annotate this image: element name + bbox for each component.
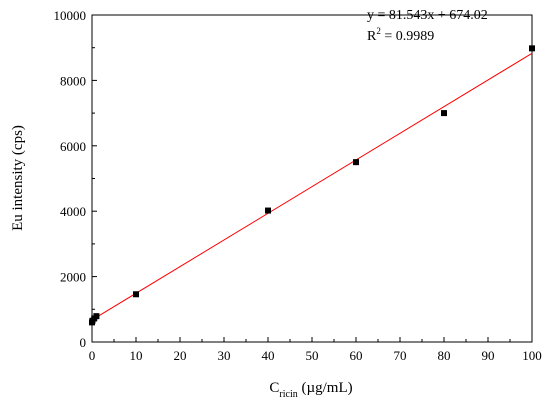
x-axis-title: Cricin (µg/mL) <box>269 380 352 400</box>
x-tick-label: 60 <box>350 348 363 363</box>
y-tick-label: 6000 <box>60 139 86 154</box>
data-point <box>529 45 535 52</box>
y-tick-label: 10000 <box>54 8 87 23</box>
x-tick-label: 80 <box>438 348 451 363</box>
plot-area: 0 10 20 30 40 50 60 70 80 90 100 0 2000 4000 6000 8000… <box>54 8 542 363</box>
x-tick-label: 50 <box>306 348 319 363</box>
y-tick-label: 2000 <box>60 270 86 285</box>
y-tick-label: 4000 <box>60 204 86 219</box>
data-point <box>353 159 359 166</box>
r-squared-value: = 0.9989 <box>381 29 434 44</box>
x-axis-title-unit: (µg/mL) <box>298 380 353 396</box>
fit-line-group <box>91 52 533 321</box>
x-axis-title-main: C <box>269 380 279 396</box>
data-point <box>441 110 447 117</box>
fit-equation: y = 81.543x + 674.02 <box>367 8 488 23</box>
x-tick-label: 20 <box>174 348 187 363</box>
r-squared-superscript: 2 <box>376 26 381 36</box>
x-tick-label: 30 <box>218 348 231 363</box>
x-tick-label: 10 <box>130 348 143 363</box>
data-points <box>89 45 535 326</box>
x-tick-label: 40 <box>262 348 275 363</box>
y-tick-label: 0 <box>80 335 87 350</box>
data-point <box>265 207 271 214</box>
r-squared-letter: R <box>367 29 377 44</box>
y-tick-label: 8000 <box>60 73 86 88</box>
x-tick-label: 0 <box>89 348 96 363</box>
x-axis-ticks: 0 10 20 30 40 50 60 70 80 90 100 <box>89 337 542 363</box>
x-tick-label: 90 <box>482 348 495 363</box>
y-axis-ticks: 0 2000 4000 6000 8000 10000 <box>54 8 97 350</box>
plot-frame <box>91 14 533 343</box>
data-point <box>93 313 100 320</box>
data-point <box>133 291 139 298</box>
x-tick-label: 70 <box>394 348 407 363</box>
r-squared-label: R2 = 0.9989 <box>367 26 434 44</box>
x-tick-label: 100 <box>522 348 542 363</box>
x-axis-title-subscript: ricin <box>279 389 297 400</box>
y-axis-title: Eu intensity (cps) <box>10 125 26 231</box>
fit-line <box>91 52 533 321</box>
